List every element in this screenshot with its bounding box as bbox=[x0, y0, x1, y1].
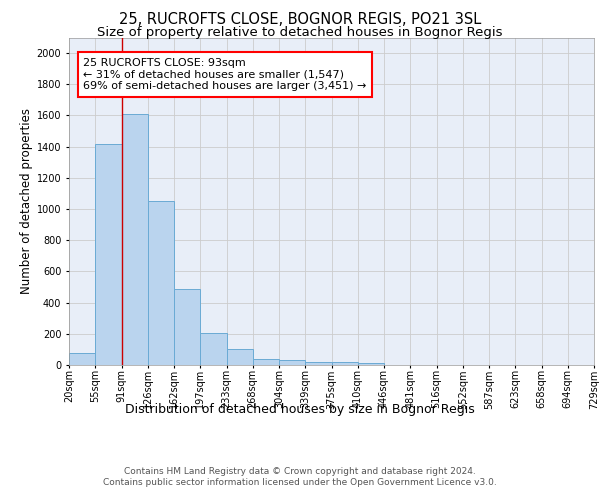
Text: 25, RUCROFTS CLOSE, BOGNOR REGIS, PO21 3SL: 25, RUCROFTS CLOSE, BOGNOR REGIS, PO21 3… bbox=[119, 12, 481, 28]
Bar bbox=[279, 360, 305, 365]
Bar bbox=[121, 114, 148, 365]
Text: Distribution of detached houses by size in Bognor Regis: Distribution of detached houses by size … bbox=[125, 402, 475, 415]
Y-axis label: Number of detached properties: Number of detached properties bbox=[20, 108, 32, 294]
Bar bbox=[174, 288, 200, 365]
Text: 25 RUCROFTS CLOSE: 93sqm
← 31% of detached houses are smaller (1,547)
69% of sem: 25 RUCROFTS CLOSE: 93sqm ← 31% of detach… bbox=[83, 58, 367, 91]
Bar bbox=[69, 352, 95, 365]
Bar bbox=[358, 362, 384, 365]
Bar bbox=[95, 144, 121, 365]
Bar bbox=[253, 359, 279, 365]
Text: Contains HM Land Registry data © Crown copyright and database right 2024.
Contai: Contains HM Land Registry data © Crown c… bbox=[103, 468, 497, 487]
Bar bbox=[331, 362, 358, 365]
Bar bbox=[148, 201, 174, 365]
Bar bbox=[305, 362, 331, 365]
Bar bbox=[200, 333, 227, 365]
Text: Size of property relative to detached houses in Bognor Regis: Size of property relative to detached ho… bbox=[97, 26, 503, 39]
Bar bbox=[227, 348, 253, 365]
